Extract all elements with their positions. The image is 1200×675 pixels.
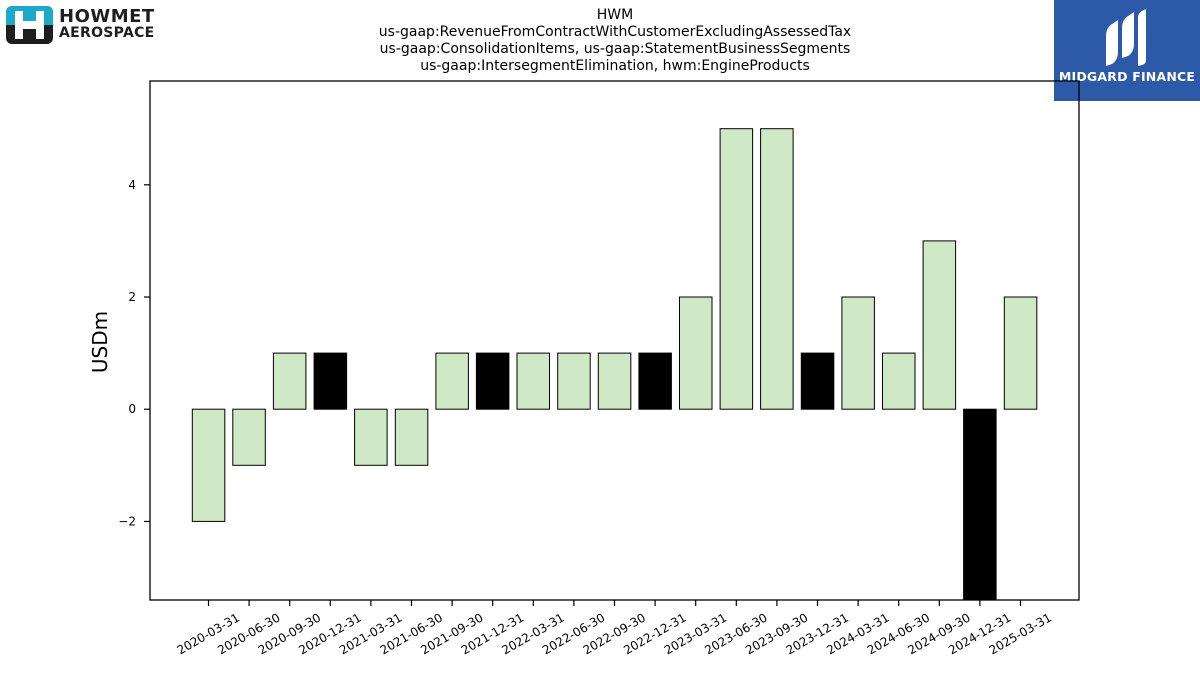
bar-2024-09-30 (922, 240, 957, 410)
bar-2023-06-30 (719, 128, 754, 410)
bar-2020-12-31 (313, 352, 348, 410)
bar-2020-03-31 (191, 408, 226, 522)
bar-2022-03-31 (516, 352, 550, 410)
bar-2020-09-30 (272, 352, 307, 410)
bar-2024-03-31 (841, 296, 875, 410)
bar-2022-12-31 (638, 352, 672, 410)
title-line-1: HWM (596, 7, 634, 23)
midgard-logo: MIDGARD FINANCE (1054, 0, 1200, 101)
y-tick-label: 0 (128, 402, 136, 416)
y-axis-label: USDm (88, 311, 112, 373)
bar-2022-09-30 (597, 352, 632, 410)
bar-2021-12-31 (475, 352, 510, 410)
bar-2021-03-31 (354, 408, 388, 466)
title-line-3: us-gaap:ConsolidationItems, us-gaap:Stat… (379, 41, 851, 57)
chart-title: HWM us-gaap:RevenueFromContractWithCusto… (310, 7, 920, 75)
bar-2024-06-30 (882, 352, 916, 410)
howmet-logo: HOWMET AEROSPACE (6, 6, 166, 46)
bar-2021-06-30 (394, 408, 429, 466)
bars-group (191, 128, 1038, 601)
bar-2025-03-31 (1003, 296, 1038, 410)
bar-2022-06-30 (557, 352, 591, 410)
bar-2023-03-31 (679, 296, 713, 410)
bar-2024-12-31 (963, 408, 997, 601)
y-tick-label: 4 (128, 178, 136, 192)
howmet-logo-icon (6, 6, 53, 44)
title-line-2: us-gaap:RevenueFromContractWithCustomerE… (378, 24, 852, 40)
y-tick-label: 2 (128, 290, 136, 304)
brand-name: MIDGARD FINANCE (1058, 69, 1196, 84)
bar-2020-06-30 (232, 408, 266, 466)
plot-frame (149, 80, 1080, 601)
title-line-4: us-gaap:IntersegmentElimination, hwm:Eng… (420, 58, 810, 74)
bar-2021-09-30 (435, 352, 469, 410)
y-tick-label: −2 (118, 514, 136, 528)
y-axis: −2 0 2 4 (118, 178, 150, 528)
bar-2023-12-31 (800, 352, 835, 410)
logo-line-2: AEROSPACE (59, 25, 155, 41)
x-axis: 2020-03-312020-06-302020-09-302020-12-31… (175, 600, 1054, 657)
logo-line-1: HOWMET (59, 6, 155, 27)
midgard-logo-icon (1106, 9, 1146, 66)
bar-2023-09-30 (760, 128, 794, 410)
